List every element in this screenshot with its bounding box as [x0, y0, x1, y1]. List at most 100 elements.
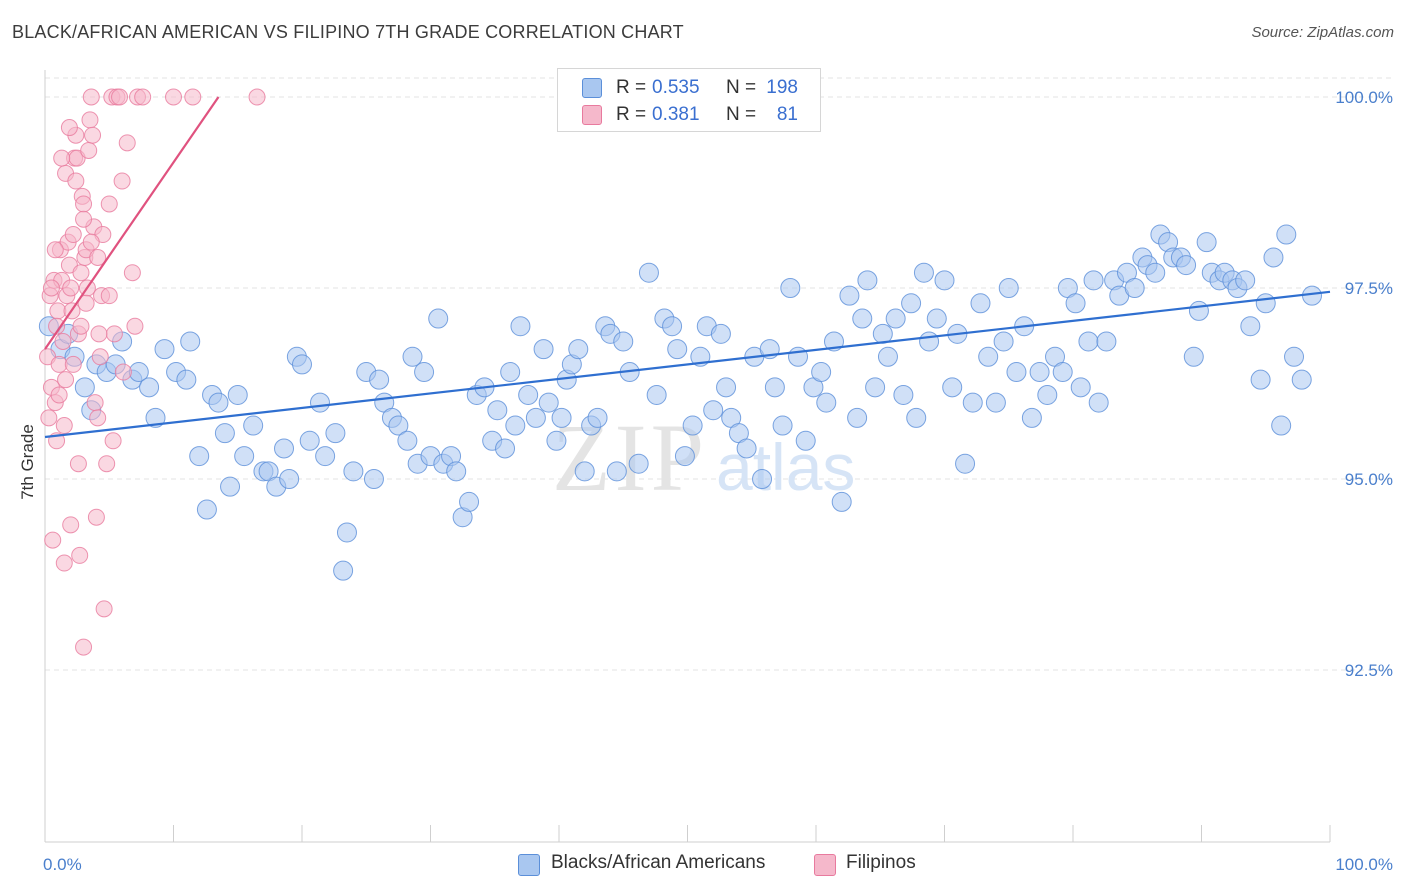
trend-line	[44, 96, 220, 350]
data-point	[667, 339, 688, 360]
data-point	[857, 270, 878, 291]
data-point	[811, 362, 832, 383]
data-point	[613, 331, 634, 352]
data-point	[428, 308, 449, 329]
data-point	[1284, 346, 1305, 367]
data-point	[703, 400, 724, 421]
data-point	[227, 384, 248, 405]
axes	[44, 70, 1331, 843]
r-label: R =	[616, 104, 647, 125]
data-point	[69, 455, 87, 473]
data-point	[885, 308, 906, 329]
data-point	[877, 346, 898, 367]
data-point	[220, 476, 241, 497]
legend-filipinos-swatch	[814, 854, 836, 876]
data-point	[1255, 293, 1276, 314]
blacks-swatch	[582, 78, 602, 98]
data-point	[363, 469, 384, 489]
data-point	[299, 430, 320, 451]
data-point	[414, 362, 435, 383]
trend-line	[44, 290, 1331, 439]
series-filipinos-points	[39, 88, 266, 656]
data-point	[90, 325, 108, 343]
data-point	[1291, 369, 1312, 390]
data-point	[42, 279, 60, 297]
data-point	[764, 377, 785, 398]
data-point	[397, 430, 418, 451]
stats-row-filipinos: R = 0.381 N = 81	[558, 102, 820, 128]
y-axis-label: 7th Grade	[18, 424, 37, 500]
data-point	[518, 384, 539, 405]
trend-lines	[44, 96, 1331, 439]
data-point	[962, 392, 983, 413]
data-point	[919, 331, 940, 352]
data-point	[795, 430, 816, 451]
data-point	[315, 446, 336, 467]
data-point	[369, 369, 390, 390]
y-tick-label: 95.0%	[1345, 470, 1393, 489]
data-point	[176, 369, 197, 390]
data-point	[165, 88, 182, 106]
data-point	[1078, 331, 1099, 352]
data-point	[1124, 278, 1145, 298]
data-point	[123, 264, 141, 282]
data-point	[145, 407, 166, 428]
data-point	[934, 270, 955, 291]
n-value: 198	[766, 77, 798, 98]
data-point	[388, 415, 409, 436]
data-point	[816, 392, 837, 413]
data-point	[628, 453, 649, 474]
data-point	[333, 560, 354, 581]
data-point	[568, 339, 589, 360]
data-point	[105, 325, 123, 343]
data-point	[50, 355, 68, 373]
data-point	[189, 446, 210, 467]
data-point	[551, 407, 572, 428]
data-point	[208, 392, 229, 413]
data-point	[525, 407, 546, 428]
data-point	[64, 226, 82, 244]
legend-filipinos-label: Filipinos	[846, 852, 916, 873]
tick-labels: 92.5% 95.0% 97.5% 100.0% 0.0% 100.0%	[43, 88, 1393, 874]
data-point	[710, 323, 731, 344]
data-point	[1263, 247, 1284, 268]
data-point	[139, 377, 160, 398]
data-point	[75, 638, 93, 656]
data-point	[662, 316, 683, 337]
n-label: N =	[726, 77, 757, 98]
x-tick-label: 0.0%	[43, 855, 82, 874]
data-point	[942, 377, 963, 398]
data-point	[1188, 300, 1209, 321]
data-point	[772, 415, 793, 436]
data-point	[1276, 224, 1297, 245]
data-point	[638, 262, 659, 283]
data-point	[44, 531, 62, 549]
data-point	[100, 195, 118, 213]
y-tick-label: 97.5%	[1345, 279, 1393, 298]
data-point	[100, 287, 118, 305]
r-value: 0.381	[652, 104, 700, 125]
data-point	[538, 392, 559, 413]
data-point	[1183, 346, 1204, 367]
data-point	[60, 119, 78, 137]
x-tick-label: 100.0%	[1335, 855, 1393, 874]
data-point	[71, 546, 89, 564]
data-point	[1021, 407, 1042, 428]
data-point	[113, 172, 131, 190]
data-point	[118, 134, 136, 152]
data-point	[104, 432, 122, 450]
data-point	[72, 317, 90, 335]
n-label: N =	[726, 104, 757, 125]
data-point	[243, 415, 264, 436]
data-point	[487, 400, 508, 421]
data-point	[402, 346, 423, 367]
data-point	[1052, 362, 1073, 383]
data-point	[126, 317, 144, 335]
data-point	[901, 293, 922, 314]
data-point	[111, 88, 129, 106]
data-point	[55, 554, 73, 572]
data-point	[865, 377, 886, 398]
data-point	[86, 394, 104, 412]
data-point	[214, 423, 235, 444]
